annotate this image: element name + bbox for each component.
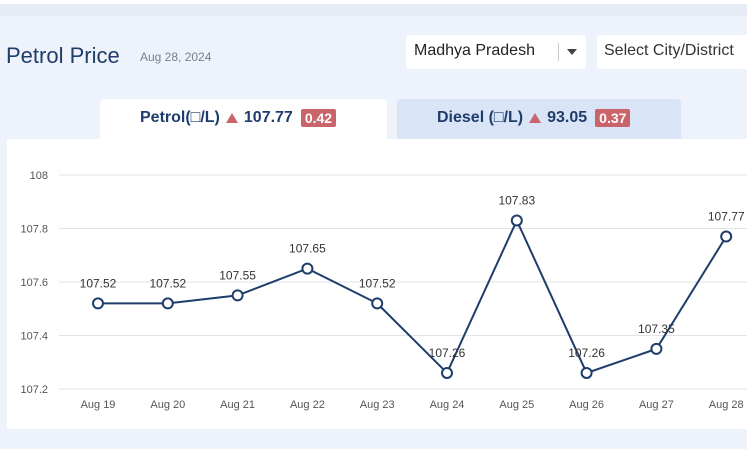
data-label: 107.65 xyxy=(289,242,326,256)
tab-petrol-label: Petrol(□/L) xyxy=(140,109,220,126)
tab-petrol-price: 107.77 xyxy=(243,109,293,126)
data-point xyxy=(92,297,104,310)
data-label: 107.52 xyxy=(80,276,117,290)
data-point xyxy=(580,366,593,379)
tab-diesel-label: Diesel (□/L) xyxy=(437,109,524,126)
y-tick-label: 107.4 xyxy=(20,331,48,343)
x-tick-label: Aug 27 xyxy=(639,399,674,411)
x-tick-label: Aug 23 xyxy=(360,399,395,411)
y-tick-label: 108 xyxy=(30,170,48,182)
tab-petrol-change-badge: 0.42 xyxy=(300,109,337,127)
price-line-chart: 107.2 107.4 107.6 107.8 108 Aug 19 Aug 20 Aug 2… xyxy=(20,170,747,411)
chevron-down-icon[interactable] xyxy=(567,49,577,55)
x-tick-label: Aug 22 xyxy=(290,399,325,411)
data-point xyxy=(650,342,663,355)
data-label: 107.77 xyxy=(708,210,745,224)
top-strip-shadow xyxy=(0,4,747,16)
tab-petrol[interactable]: Petrol(□/L) 107.77 0.42 xyxy=(100,99,387,139)
tab-diesel-change-badge: 0.37 xyxy=(595,109,631,127)
data-label: 107.35 xyxy=(638,322,675,336)
data-label: 107.83 xyxy=(498,193,535,207)
x-tick-label: Aug 26 xyxy=(569,399,604,411)
data-point xyxy=(441,366,453,379)
y-tick-label: 107.8 xyxy=(20,224,48,236)
state-select-value: Madhya Pradesh xyxy=(414,42,535,59)
x-tick-label: Aug 25 xyxy=(499,399,534,411)
select-separator xyxy=(558,43,559,61)
x-tick-label: Aug 24 xyxy=(430,399,465,411)
data-point xyxy=(720,230,733,243)
page-title: Petrol Price xyxy=(6,43,120,68)
city-select[interactable]: Select City/District xyxy=(597,35,747,69)
price-up-icon xyxy=(225,113,238,123)
data-label: 107.52 xyxy=(359,276,396,290)
data-point xyxy=(231,289,244,302)
y-tick-label: 107.2 xyxy=(20,384,48,396)
series-line xyxy=(98,218,728,375)
x-tick-label: Aug 20 xyxy=(150,399,185,411)
data-point xyxy=(301,262,314,275)
y-tick-label: 107.6 xyxy=(20,277,48,289)
x-tick-label: Aug 19 xyxy=(81,399,116,411)
top-strip xyxy=(0,0,747,4)
tab-diesel-price: 93.05 xyxy=(547,109,588,126)
state-select[interactable]: Madhya Pradesh xyxy=(406,35,586,69)
data-label: 107.52 xyxy=(149,276,186,290)
x-tick-label: Aug 21 xyxy=(220,399,255,411)
data-point xyxy=(371,297,384,310)
data-point xyxy=(161,297,174,310)
x-tick-label: Aug 28 xyxy=(709,399,744,411)
data-label: 107.26 xyxy=(429,346,466,360)
chart-panel: 107.2 107.4 107.6 107.8 108 Aug 19 Aug 20 Aug 2… xyxy=(7,139,747,429)
price-up-icon xyxy=(529,113,542,123)
city-select-placeholder: Select City/District xyxy=(604,42,734,59)
page-date: Aug 28, 2024 xyxy=(140,50,212,64)
tab-diesel[interactable]: Diesel (□/L) 93.05 0.37 xyxy=(397,99,681,139)
data-label: 107.55 xyxy=(219,268,256,282)
data-point xyxy=(510,214,523,227)
data-label: 107.26 xyxy=(568,346,605,360)
